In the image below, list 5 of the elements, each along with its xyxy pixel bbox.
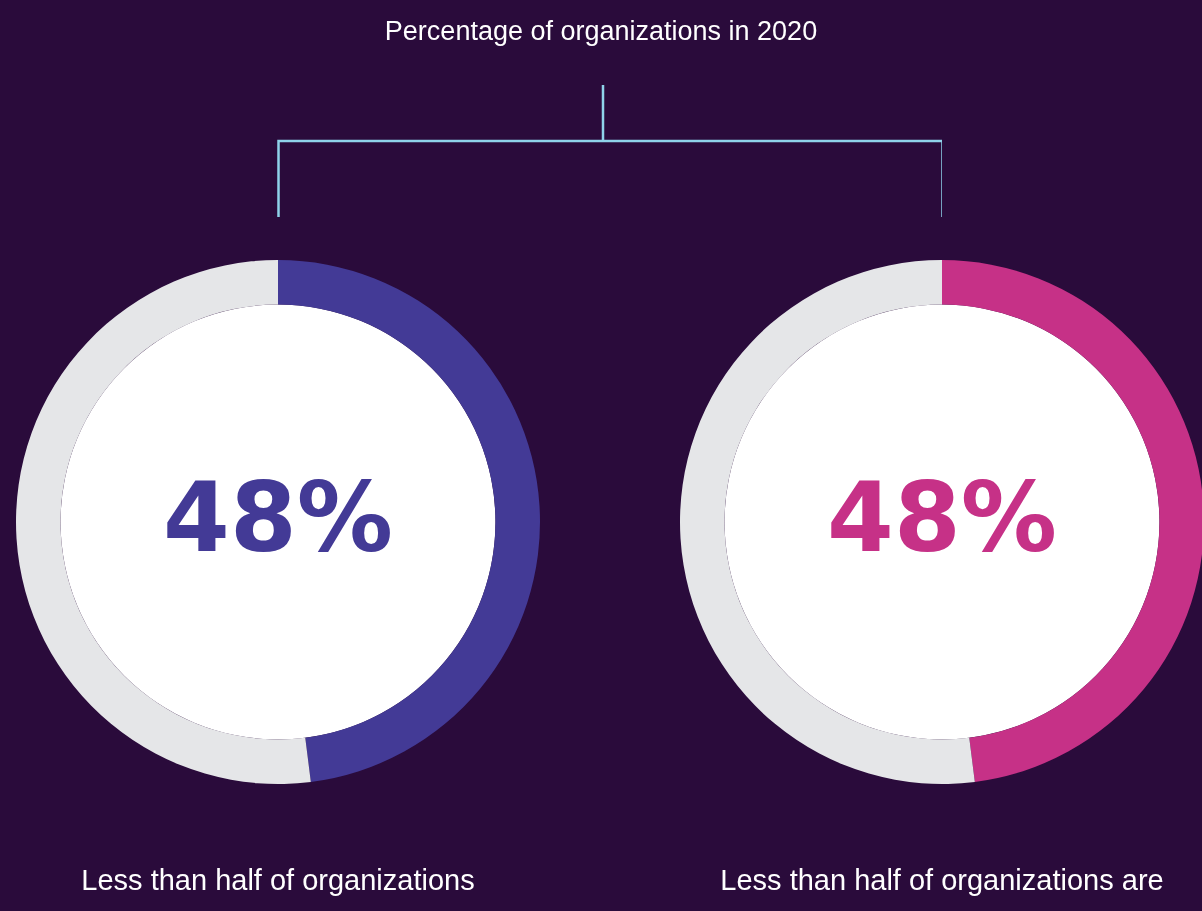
text: Less than half of organizations [80,864,476,897]
data-label: 48% [163,461,393,574]
data-label: 48% [827,461,1057,574]
text: Percentage of organizations in 2020 [383,16,819,47]
text: Less than half of organizations are [719,864,1165,897]
